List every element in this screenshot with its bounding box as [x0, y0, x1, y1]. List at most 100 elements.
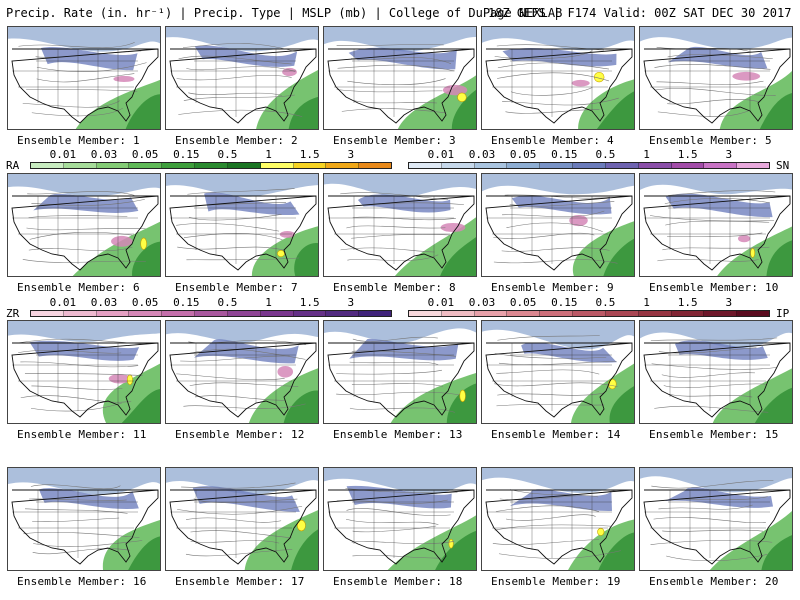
precip-map: [482, 468, 634, 570]
legend-swatch: [359, 163, 391, 168]
legend-swatch: [96, 311, 130, 316]
legend-swatch: [441, 163, 475, 168]
legend-tick-label: 1.5: [677, 148, 698, 161]
ensemble-map-panel: [481, 467, 635, 571]
legend-tick-label: 1: [265, 296, 272, 309]
legend-swatch: [63, 163, 97, 168]
ensemble-member-label: Ensemble Member: 11: [17, 428, 147, 441]
ensemble-map-panel: [165, 173, 319, 277]
freezing-rain-color-bar: [30, 310, 392, 317]
ensemble-map-panel: [7, 26, 161, 130]
legend-swatch: [573, 311, 606, 316]
legend-tick-label: 0.01: [49, 296, 77, 309]
legend-tick-label: 0.15: [551, 296, 578, 309]
legend-swatch: [704, 163, 738, 168]
ensemble-member-label: Ensemble Member: 4: [491, 134, 614, 147]
legend-swatch: [704, 311, 738, 316]
rain-color-bar: [30, 162, 392, 169]
ensemble-map-panel: [639, 26, 793, 130]
ensemble-map-panel: [323, 467, 477, 571]
legend-swatch: [31, 163, 64, 168]
legend-tick-label: 0.05: [131, 296, 159, 309]
ensemble-member-label: Ensemble Member: 16: [17, 575, 147, 588]
legend-swatch: [441, 311, 475, 316]
legend-swatch: [605, 163, 639, 168]
model-run-valid-time: 18Z GEFS | F174 Valid: 00Z SAT DEC 30 20…: [488, 6, 792, 20]
ensemble-member-label: Ensemble Member: 10: [649, 281, 779, 294]
precip-map: [8, 468, 160, 570]
legend-swatch: [293, 163, 327, 168]
ensemble-member-label: Ensemble Member: 17: [175, 575, 305, 588]
precip-map: [8, 174, 160, 276]
precip-map: [482, 174, 634, 276]
legend-tick-label: 0.5: [217, 296, 238, 309]
legend-tick-label: 1: [643, 296, 650, 309]
precip-map: [640, 321, 792, 423]
legend-swatch: [671, 163, 705, 168]
legend-row-freezing-ice: 0.01 0.03 0.05 0.15 0.5 1 1.5 3 ZR 0.01 0.03 0.05…: [0, 296, 800, 322]
legend-tick-label: 0.5: [595, 148, 616, 161]
legend-swatch: [129, 311, 163, 316]
ensemble-map-panel: [323, 320, 477, 424]
legend-swatch: [227, 163, 261, 168]
precip-map: [324, 468, 476, 570]
legend-tick-label: 3: [725, 148, 733, 161]
precip-map: [324, 321, 476, 423]
ensemble-member-label: Ensemble Member: 1: [17, 134, 140, 147]
legend-swatch: [540, 163, 574, 168]
legend-swatch: [359, 311, 391, 316]
ensemble-member-label: Ensemble Member: 15: [649, 428, 779, 441]
legend-tick-label: 1.5: [677, 296, 698, 309]
ensemble-map-panel: [7, 320, 161, 424]
legend-swatch: [671, 311, 705, 316]
precip-map: [640, 468, 792, 570]
ensemble-map-panel: [7, 173, 161, 277]
legend-swatch: [737, 311, 769, 316]
legend-swatch: [540, 311, 574, 316]
legend-swatch: [507, 311, 541, 316]
ensemble-member-label: Ensemble Member: 5: [649, 134, 772, 147]
ensemble-map-panel: [7, 467, 161, 571]
ensemble-map-panel: [481, 173, 635, 277]
legend-tick-label: 0.05: [131, 148, 159, 161]
ensemble-map-panel: [481, 26, 635, 130]
legend-swatch: [605, 311, 639, 316]
legend-tick-label: 0.03: [90, 296, 118, 309]
ensemble-member-label: Ensemble Member: 20: [649, 575, 779, 588]
legend-swatch: [409, 163, 442, 168]
legend-tick-label: 0.15: [173, 296, 200, 309]
precip-map: [324, 27, 476, 129]
legend-tick-label: 3: [725, 296, 733, 309]
ensemble-member-label: Ensemble Member: 18: [333, 575, 463, 588]
legend-tick-label: 3: [347, 148, 355, 161]
legend-row-rain-snow: 0.01 0.03 0.05 0.15 0.5 1 1.5 3 RA 0.01 0.03 0.05…: [0, 148, 800, 174]
ensemble-map-panel: [165, 467, 319, 571]
legend-swatch: [63, 311, 97, 316]
legend-tick-label: 0.03: [468, 296, 496, 309]
ensemble-member-label: Ensemble Member: 2: [175, 134, 298, 147]
ensemble-member-label: Ensemble Member: 19: [491, 575, 621, 588]
ensemble-member-label: Ensemble Member: 13: [333, 428, 463, 441]
legend-tick-label: 1: [265, 148, 272, 161]
ensemble-map-panel: [639, 320, 793, 424]
legend-tick-label: 0.15: [551, 148, 578, 161]
ensemble-member-label: Ensemble Member: 6: [17, 281, 140, 294]
legend-swatch: [507, 163, 541, 168]
legend-swatch: [195, 163, 228, 168]
legend-tick-label: 3: [347, 296, 355, 309]
legend-swatch: [227, 311, 261, 316]
ensemble-member-label: Ensemble Member: 7: [175, 281, 298, 294]
legend-swatch: [409, 311, 442, 316]
precip-map: [8, 27, 160, 129]
ensemble-member-label: Ensemble Member: 9: [491, 281, 614, 294]
legend-swatch: [638, 311, 672, 316]
legend-tick-label: 0.5: [217, 148, 238, 161]
snow-color-bar: [408, 162, 770, 169]
legend-swatch: [162, 311, 196, 316]
ice-pellets-color-bar: [408, 310, 770, 317]
legend-swatch: [96, 163, 130, 168]
legend-swatch: [31, 311, 64, 316]
legend-swatch: [195, 311, 228, 316]
legend-tick-label: 0.01: [427, 148, 455, 161]
ice-pellets-code: IP: [776, 307, 790, 320]
